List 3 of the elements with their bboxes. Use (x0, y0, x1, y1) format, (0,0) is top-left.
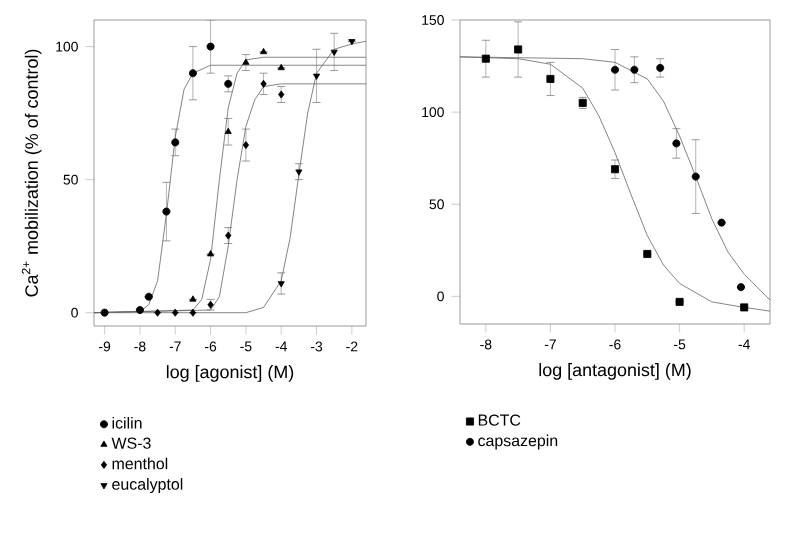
y-axis-title: Ca$^{2+}$ mobilization (% of control) (21, 49, 42, 297)
x-axis-title: log [antagonist] (M) (539, 363, 691, 380)
x-axis-title: log [agonist] (M) (166, 365, 294, 382)
